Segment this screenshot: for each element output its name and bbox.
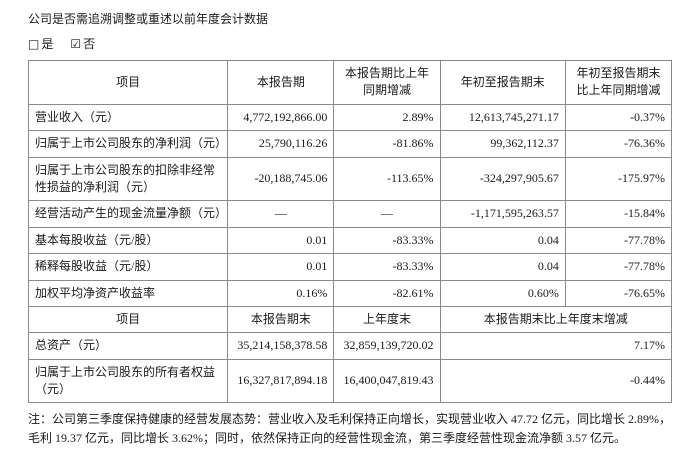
row-label: 加权平均净资产收益率 [27, 279, 229, 307]
cell-value: -83.33% [333, 253, 441, 281]
checkbox-yes: □ 是 [28, 37, 53, 51]
cell-value: -76.36% [564, 130, 673, 158]
checkbox-no-label: 否 [83, 37, 96, 51]
column-header: 年初至报告期末比上年同期增减 [564, 60, 673, 105]
column-header: 本报告期 [227, 60, 335, 105]
cell-value: 32,859,139,720.02 [333, 332, 441, 360]
cell-value: 12,613,745,271.17 [439, 103, 566, 132]
column-header: 本报告期末 [227, 305, 335, 334]
restatement-question: 公司是否需追溯调整或重述以前年度会计数据 [28, 12, 269, 26]
cell-value: -175.97% [564, 156, 673, 202]
column-header: 年初至报告期末 [439, 60, 566, 105]
cell-value: 99,362,112.37 [439, 130, 566, 158]
checked-box-icon: ☑ [70, 37, 82, 51]
cell-value: 35,214,158,378.58 [227, 332, 335, 360]
row-revenue: 营业收入（元） 4,772,192,866.00 2.89% 12,613,74… [27, 103, 673, 132]
cell-value: -82.61% [333, 279, 441, 307]
cell-value: -113.65% [333, 156, 441, 202]
checkbox-yes-label: 是 [41, 37, 54, 51]
row-shareholders-equity: 归属于上市公司股东的所有者权益（元） 16,327,817,894.18 16,… [27, 358, 673, 404]
row-operating-cash-flow: 经营活动产生的现金流量净额（元） — — -1,171,595,263.57 -… [27, 200, 673, 228]
cell-value: — [227, 200, 335, 228]
row-label: 归属于上市公司股东的净利润（元） [27, 130, 229, 158]
column-header: 本报告期比上年同期增减 [333, 60, 441, 105]
cell-value: — [333, 200, 441, 228]
cell-value: -83.33% [333, 226, 441, 255]
cell-value: 0.04 [439, 226, 566, 255]
row-label: 总资产（元） [27, 332, 229, 360]
cell-value: 0.01 [227, 253, 335, 281]
row-net-profit-excl-nonrecurring: 归属于上市公司股东的扣除非经常性损益的净利润（元） -20,188,745.06… [27, 156, 673, 202]
answer-options: □ 是 ☑ 否 [28, 35, 672, 52]
row-label: 基本每股收益（元/股） [27, 226, 229, 255]
unchecked-box-icon: □ [28, 37, 40, 51]
row-basic-eps: 基本每股收益（元/股） 0.01 -83.33% 0.04 -77.78% [27, 226, 673, 255]
cell-value: -324,297,905.67 [439, 156, 566, 202]
cell-value: 16,400,047,819.43 [333, 358, 441, 404]
table-header-row-period: 项目 本报告期 本报告期比上年同期增减 年初至报告期末 年初至报告期末比上年同期… [27, 60, 673, 105]
row-weighted-avg-roe: 加权平均净资产收益率 0.16% -82.61% 0.60% -76.65% [27, 279, 673, 307]
cell-value: 25,790,116.26 [227, 130, 335, 158]
cell-value: 0.16% [227, 279, 335, 307]
cell-value: 7.17% [439, 332, 673, 360]
row-net-profit: 归属于上市公司股东的净利润（元） 25,790,116.26 -81.86% 9… [27, 130, 673, 158]
row-total-assets: 总资产（元） 35,214,158,378.58 32,859,139,720.… [27, 332, 673, 360]
row-label: 归属于上市公司股东的所有者权益（元） [27, 358, 229, 404]
cell-value: -77.78% [564, 226, 673, 255]
row-label: 经营活动产生的现金流量净额（元） [27, 200, 229, 228]
column-header: 本报告期末比上年度末增减 [439, 305, 673, 334]
cell-value: -76.65% [564, 279, 673, 307]
row-diluted-eps: 稀释每股收益（元/股） 0.01 -83.33% 0.04 -77.78% [27, 253, 673, 281]
cell-value: 16,327,817,894.18 [227, 358, 335, 404]
cell-value: 2.89% [333, 103, 441, 132]
cell-value: -77.78% [564, 253, 673, 281]
row-label: 营业收入（元） [27, 103, 229, 132]
row-label: 稀释每股收益（元/股） [27, 253, 229, 281]
table-header-row-yearend: 项目 本报告期末 上年度末 本报告期末比上年度末增减 [27, 305, 673, 334]
cell-value: 0.60% [439, 279, 566, 307]
column-header: 项目 [27, 60, 229, 105]
financial-summary-table: 项目 本报告期 本报告期比上年同期增减 年初至报告期末 年初至报告期末比上年同期… [27, 60, 673, 404]
cell-value: -20,188,745.06 [227, 156, 335, 202]
cell-value: 0.04 [439, 253, 566, 281]
cell-value: 0.01 [227, 226, 335, 255]
cell-value: -81.86% [333, 130, 441, 158]
cell-value: -15.84% [564, 200, 673, 228]
cell-value: -0.44% [439, 358, 673, 404]
footnote: 注：公司第三季度保持健康的经营发展态势：营业收入及毛利保持正向增长，实现营业收入… [28, 412, 672, 446]
cell-value: -1,171,595,263.57 [439, 200, 566, 228]
cell-value: 4,772,192,866.00 [227, 103, 335, 132]
row-label: 归属于上市公司股东的扣除非经常性损益的净利润（元） [27, 156, 229, 202]
checkbox-no: ☑ 否 [70, 37, 95, 51]
column-header: 上年度末 [333, 305, 441, 334]
cell-value: -0.37% [564, 103, 673, 132]
column-header: 项目 [27, 305, 229, 334]
